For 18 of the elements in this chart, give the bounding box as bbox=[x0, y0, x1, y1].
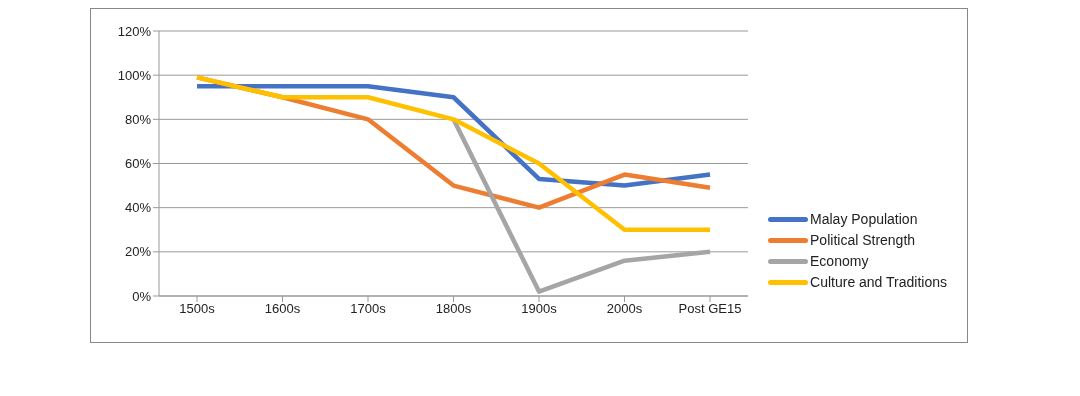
y-tick-label: 40% bbox=[124, 200, 152, 216]
x-tick-label: 2000s bbox=[606, 301, 643, 317]
x-tick-label: 1900s bbox=[521, 301, 558, 317]
y-tick-label: 0% bbox=[132, 288, 152, 304]
y-tick-label: 60% bbox=[124, 156, 152, 172]
legend-label: Malay Population bbox=[810, 209, 918, 229]
y-tick-label: 20% bbox=[124, 244, 152, 260]
y-tick-label: 80% bbox=[124, 111, 152, 127]
x-tick-label: Post GE15 bbox=[678, 301, 742, 317]
legend-label: Economy bbox=[810, 251, 869, 271]
x-tick-label: 1800s bbox=[435, 301, 472, 317]
y-tick-label: 120% bbox=[117, 23, 152, 39]
x-tick-label: 1600s bbox=[264, 301, 301, 317]
x-tick-label: 1500s bbox=[179, 301, 216, 317]
legend-label: Culture and Traditions bbox=[810, 272, 947, 292]
y-tick-label: 100% bbox=[117, 67, 152, 83]
legend-label: Political Strength bbox=[810, 230, 916, 250]
x-tick-label: 1700s bbox=[350, 301, 387, 317]
